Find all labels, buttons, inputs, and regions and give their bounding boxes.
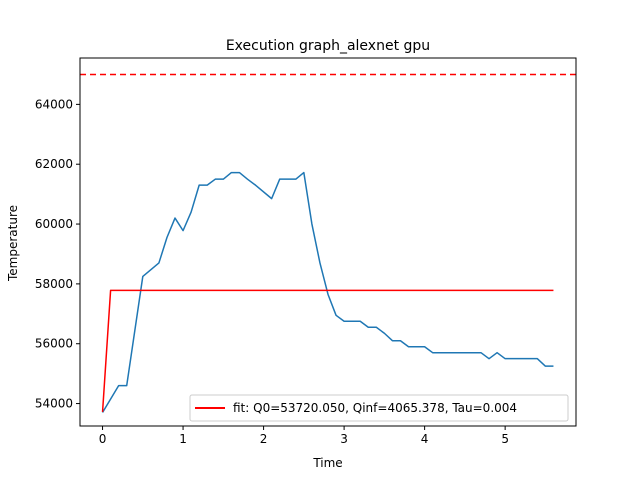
x-tick-label: 1 — [179, 432, 187, 446]
x-axis-label: Time — [312, 456, 342, 470]
y-tick-label: 64000 — [35, 97, 73, 111]
plot-area — [79, 57, 577, 427]
x-axis-ticks: 0 1 2 3 4 5 — [99, 426, 509, 446]
y-axis-ticks: 54000 56000 58000 60000 62000 64000 — [35, 97, 80, 411]
legend-label-fit: fit: Q0=53720.050, Qinf=4065.378, Tau=0.… — [233, 401, 517, 415]
x-tick-label: 3 — [340, 432, 348, 446]
series-line-measured — [101, 171, 554, 413]
y-tick-label: 56000 — [35, 337, 73, 351]
chart-legend: fit: Q0=53720.050, Qinf=4065.378, Tau=0.… — [189, 394, 569, 422]
x-tick-label: 4 — [421, 432, 429, 446]
axes-frame — [79, 57, 577, 427]
y-axis-label: Temperature — [6, 205, 20, 282]
series-line-fit — [101, 289, 554, 412]
x-tick-label: 5 — [501, 432, 509, 446]
y-tick-label: 62000 — [35, 157, 73, 171]
x-tick-label: 0 — [99, 432, 107, 446]
chart-title: Execution graph_alexnet gpu — [226, 38, 430, 54]
y-tick-label: 54000 — [35, 397, 73, 411]
x-tick-label: 2 — [260, 432, 268, 446]
y-tick-label: 60000 — [35, 217, 73, 231]
legend-box — [189, 394, 569, 422]
y-tick-label: 58000 — [35, 277, 73, 291]
